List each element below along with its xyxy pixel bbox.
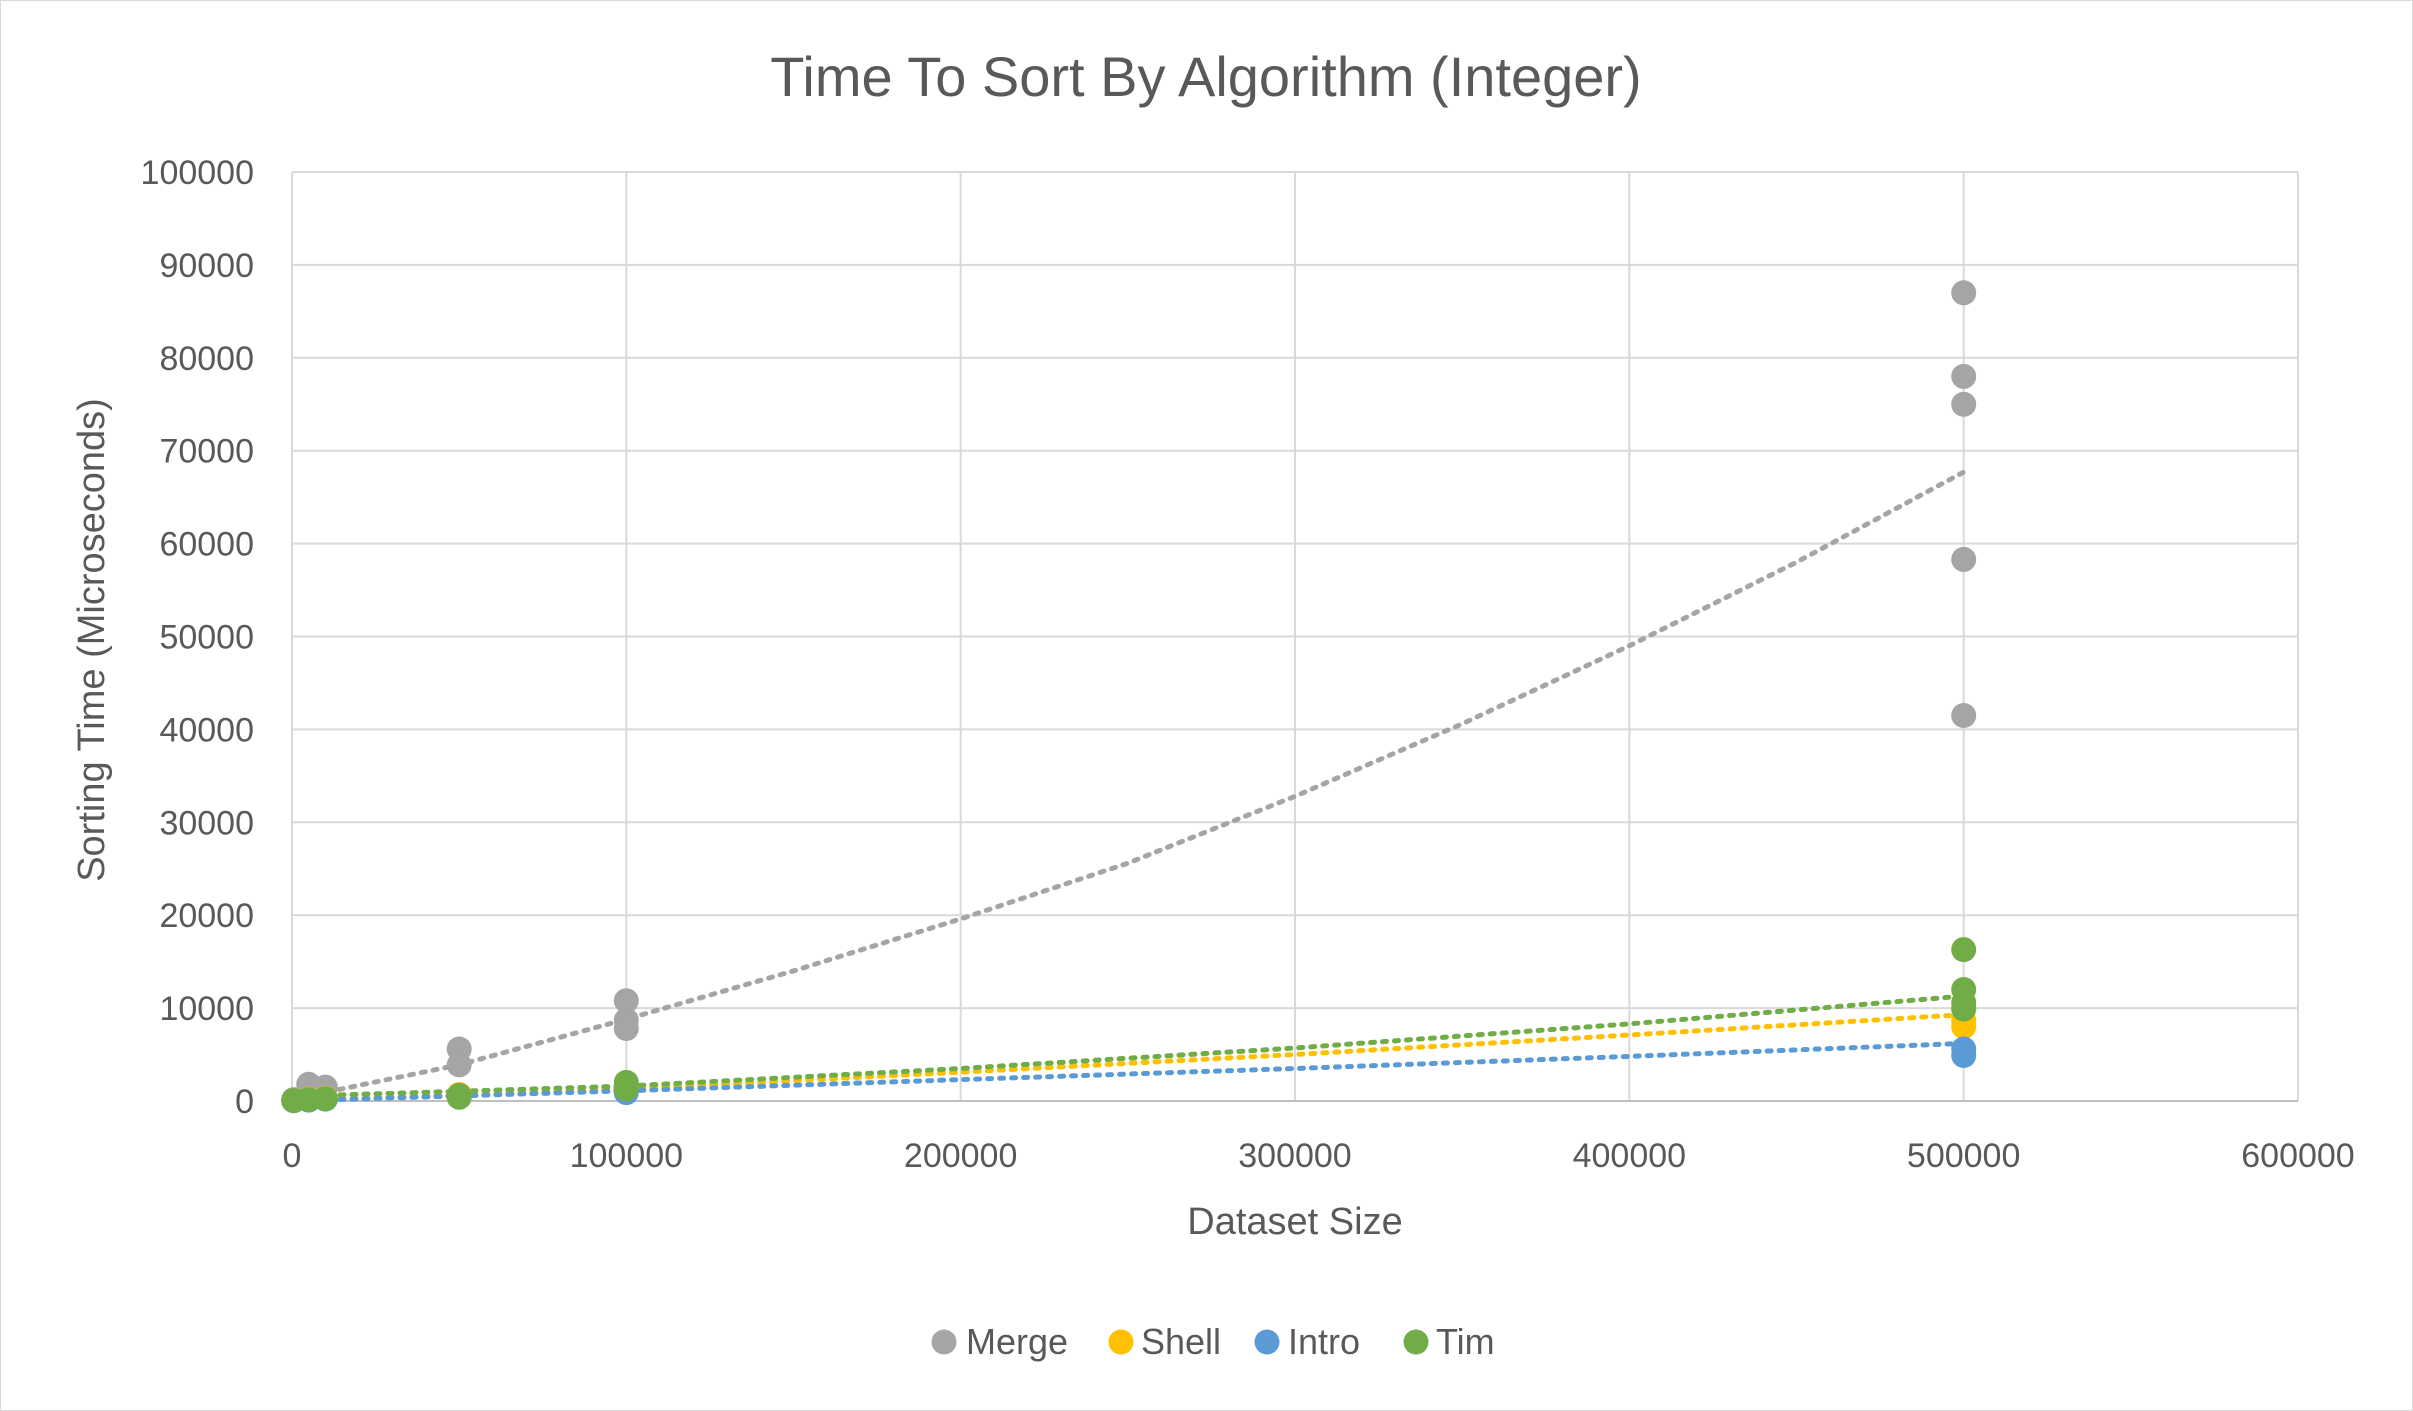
point-tim bbox=[1951, 996, 1977, 1022]
y-tick-label: 50000 bbox=[159, 619, 254, 657]
point-shell bbox=[1951, 1014, 1977, 1040]
point-merge bbox=[1951, 363, 1977, 389]
legend-item-merge[interactable]: Merge bbox=[931, 1321, 1069, 1362]
x-tick-label: 200000 bbox=[904, 1137, 1017, 1175]
legend-marker bbox=[931, 1329, 957, 1355]
trendline-merge bbox=[289, 469, 1967, 1102]
x-tick-label: 600000 bbox=[2241, 1137, 2354, 1175]
legend-item-tim[interactable]: Tim bbox=[1403, 1321, 1495, 1362]
x-tick-label: 100000 bbox=[570, 1137, 683, 1175]
x-tick-label: 500000 bbox=[1907, 1137, 2020, 1175]
y-tick-label: 40000 bbox=[159, 711, 254, 749]
point-merge bbox=[446, 1052, 472, 1078]
legend-marker bbox=[1403, 1329, 1429, 1355]
point-merge bbox=[1951, 546, 1977, 572]
legend-marker bbox=[1108, 1329, 1134, 1355]
y-tick-label: 30000 bbox=[159, 804, 254, 842]
x-tick-label: 400000 bbox=[1573, 1137, 1686, 1175]
y-tick-label: 70000 bbox=[159, 433, 254, 471]
legend-label: Shell bbox=[1141, 1321, 1221, 1362]
gridlines bbox=[292, 171, 2299, 1101]
point-tim bbox=[446, 1084, 472, 1110]
legend-item-shell[interactable]: Shell bbox=[1108, 1321, 1222, 1362]
point-merge bbox=[1951, 703, 1977, 728]
x-tick-label: 0 bbox=[283, 1137, 302, 1175]
y-tick-label: 80000 bbox=[159, 340, 254, 378]
trendlines bbox=[289, 469, 1967, 1104]
point-merge bbox=[613, 1016, 639, 1041]
legend-item-intro[interactable]: Intro bbox=[1254, 1321, 1361, 1362]
legend-label: Tim bbox=[1436, 1321, 1495, 1362]
point-merge bbox=[1951, 391, 1977, 417]
point-tim bbox=[1951, 937, 1977, 963]
y-tick-label: 100000 bbox=[141, 154, 254, 192]
y-tick-label: 60000 bbox=[159, 526, 254, 564]
legend-label: Merge bbox=[966, 1321, 1068, 1362]
trendline-tim bbox=[289, 993, 1967, 1099]
legend-marker bbox=[1254, 1329, 1280, 1355]
data-points bbox=[281, 280, 1977, 1114]
point-merge bbox=[1951, 280, 1977, 306]
legend: Merge Shell Intro Tim bbox=[931, 1321, 1495, 1362]
y-tick-label: 10000 bbox=[159, 990, 254, 1028]
legend-label: Intro bbox=[1288, 1321, 1360, 1362]
y-tick-label: 90000 bbox=[159, 247, 254, 285]
point-intro bbox=[1951, 1043, 1977, 1068]
point-tim bbox=[613, 1076, 639, 1102]
x-tick-label: 300000 bbox=[1238, 1137, 1351, 1175]
point-merge bbox=[613, 988, 639, 1014]
y-tick-label: 0 bbox=[235, 1083, 254, 1121]
chart-title: Time To Sort By Algorithm (Integer) bbox=[770, 45, 1641, 108]
y-tick-label: 20000 bbox=[159, 897, 254, 935]
x-axis-title: Dataset Size bbox=[1187, 1201, 1402, 1243]
point-tim bbox=[312, 1086, 338, 1112]
trendline-intro bbox=[289, 1040, 1967, 1104]
y-axis-title: Sorting Time (Microseconds) bbox=[71, 398, 113, 882]
tick-labels: 0 10000 20000 30000 40000 50000 60000 70000 8000… bbox=[141, 154, 2355, 1175]
